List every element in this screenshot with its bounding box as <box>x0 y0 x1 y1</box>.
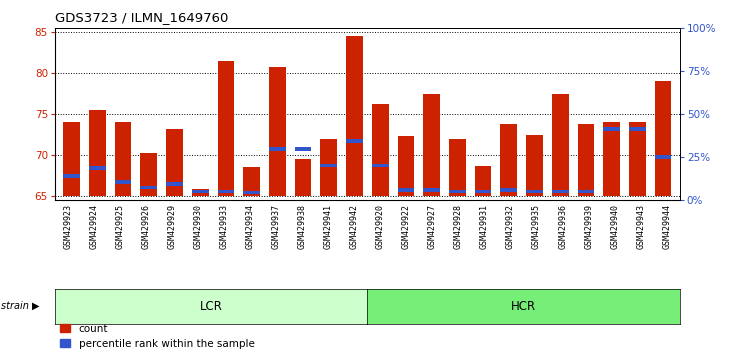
Bar <box>449 190 466 194</box>
Bar <box>218 61 234 196</box>
Bar <box>629 122 645 196</box>
Bar <box>89 166 105 170</box>
Text: GSM429936: GSM429936 <box>558 204 567 249</box>
Bar <box>269 147 286 151</box>
Text: GSM429922: GSM429922 <box>402 204 411 249</box>
Bar <box>192 189 208 196</box>
Text: GSM429924: GSM429924 <box>89 204 99 249</box>
Bar <box>269 67 286 196</box>
Text: GSM429926: GSM429926 <box>142 204 151 249</box>
Text: GSM429929: GSM429929 <box>167 204 176 249</box>
Bar <box>655 81 672 196</box>
Text: GSM429923: GSM429923 <box>64 204 72 249</box>
Bar <box>166 182 183 186</box>
Bar <box>192 190 208 194</box>
Text: GSM429928: GSM429928 <box>454 204 463 249</box>
Bar <box>63 122 80 196</box>
Text: GSM429925: GSM429925 <box>115 204 124 249</box>
Text: GSM429930: GSM429930 <box>194 204 202 249</box>
Bar <box>243 190 260 194</box>
Text: GSM429931: GSM429931 <box>480 204 489 249</box>
Bar <box>603 127 620 131</box>
Text: GSM429933: GSM429933 <box>219 204 229 249</box>
Text: GSM429942: GSM429942 <box>350 204 359 249</box>
Bar <box>346 36 363 196</box>
Bar <box>372 104 389 196</box>
Text: GSM429937: GSM429937 <box>272 204 281 249</box>
Bar <box>295 159 311 196</box>
Text: GSM429941: GSM429941 <box>324 204 333 249</box>
Text: GSM429920: GSM429920 <box>376 204 385 249</box>
Bar <box>577 124 594 196</box>
Bar <box>474 190 491 194</box>
Text: GSM429939: GSM429939 <box>584 204 593 249</box>
Bar <box>552 94 569 196</box>
Bar <box>577 190 594 194</box>
Text: GSM429938: GSM429938 <box>298 204 307 249</box>
Bar <box>372 164 389 167</box>
Bar <box>423 188 440 192</box>
Bar <box>501 188 517 192</box>
Bar <box>140 153 157 196</box>
Bar <box>629 127 645 131</box>
Bar <box>552 190 569 194</box>
Bar <box>140 186 157 189</box>
Bar <box>398 136 414 196</box>
Bar <box>449 139 466 196</box>
Text: GSM429934: GSM429934 <box>246 204 254 249</box>
Bar <box>423 94 440 196</box>
Bar <box>115 180 132 184</box>
Text: GDS3723 / ILMN_1649760: GDS3723 / ILMN_1649760 <box>55 11 228 24</box>
Bar <box>474 166 491 196</box>
Text: HCR: HCR <box>511 300 536 313</box>
Bar <box>603 121 620 196</box>
Bar <box>115 122 132 196</box>
Text: GSM429940: GSM429940 <box>610 204 619 249</box>
Bar <box>346 139 363 143</box>
Bar <box>501 124 517 196</box>
Text: LCR: LCR <box>200 300 222 313</box>
Text: GSM429944: GSM429944 <box>662 204 671 249</box>
Bar <box>655 155 672 159</box>
Text: GSM429935: GSM429935 <box>532 204 541 249</box>
Bar <box>218 190 234 194</box>
Text: GSM429927: GSM429927 <box>428 204 437 249</box>
Text: strain ▶: strain ▶ <box>1 301 39 311</box>
Bar <box>320 139 337 196</box>
Bar <box>526 135 543 196</box>
Bar <box>243 167 260 196</box>
Bar <box>63 174 80 178</box>
Bar <box>320 164 337 167</box>
Bar <box>89 110 105 196</box>
Bar <box>398 188 414 192</box>
Bar <box>526 190 543 194</box>
Bar <box>295 147 311 151</box>
Text: GSM429932: GSM429932 <box>506 204 515 249</box>
Legend: count, percentile rank within the sample: count, percentile rank within the sample <box>60 324 254 349</box>
Bar <box>166 129 183 196</box>
Text: GSM429943: GSM429943 <box>636 204 645 249</box>
